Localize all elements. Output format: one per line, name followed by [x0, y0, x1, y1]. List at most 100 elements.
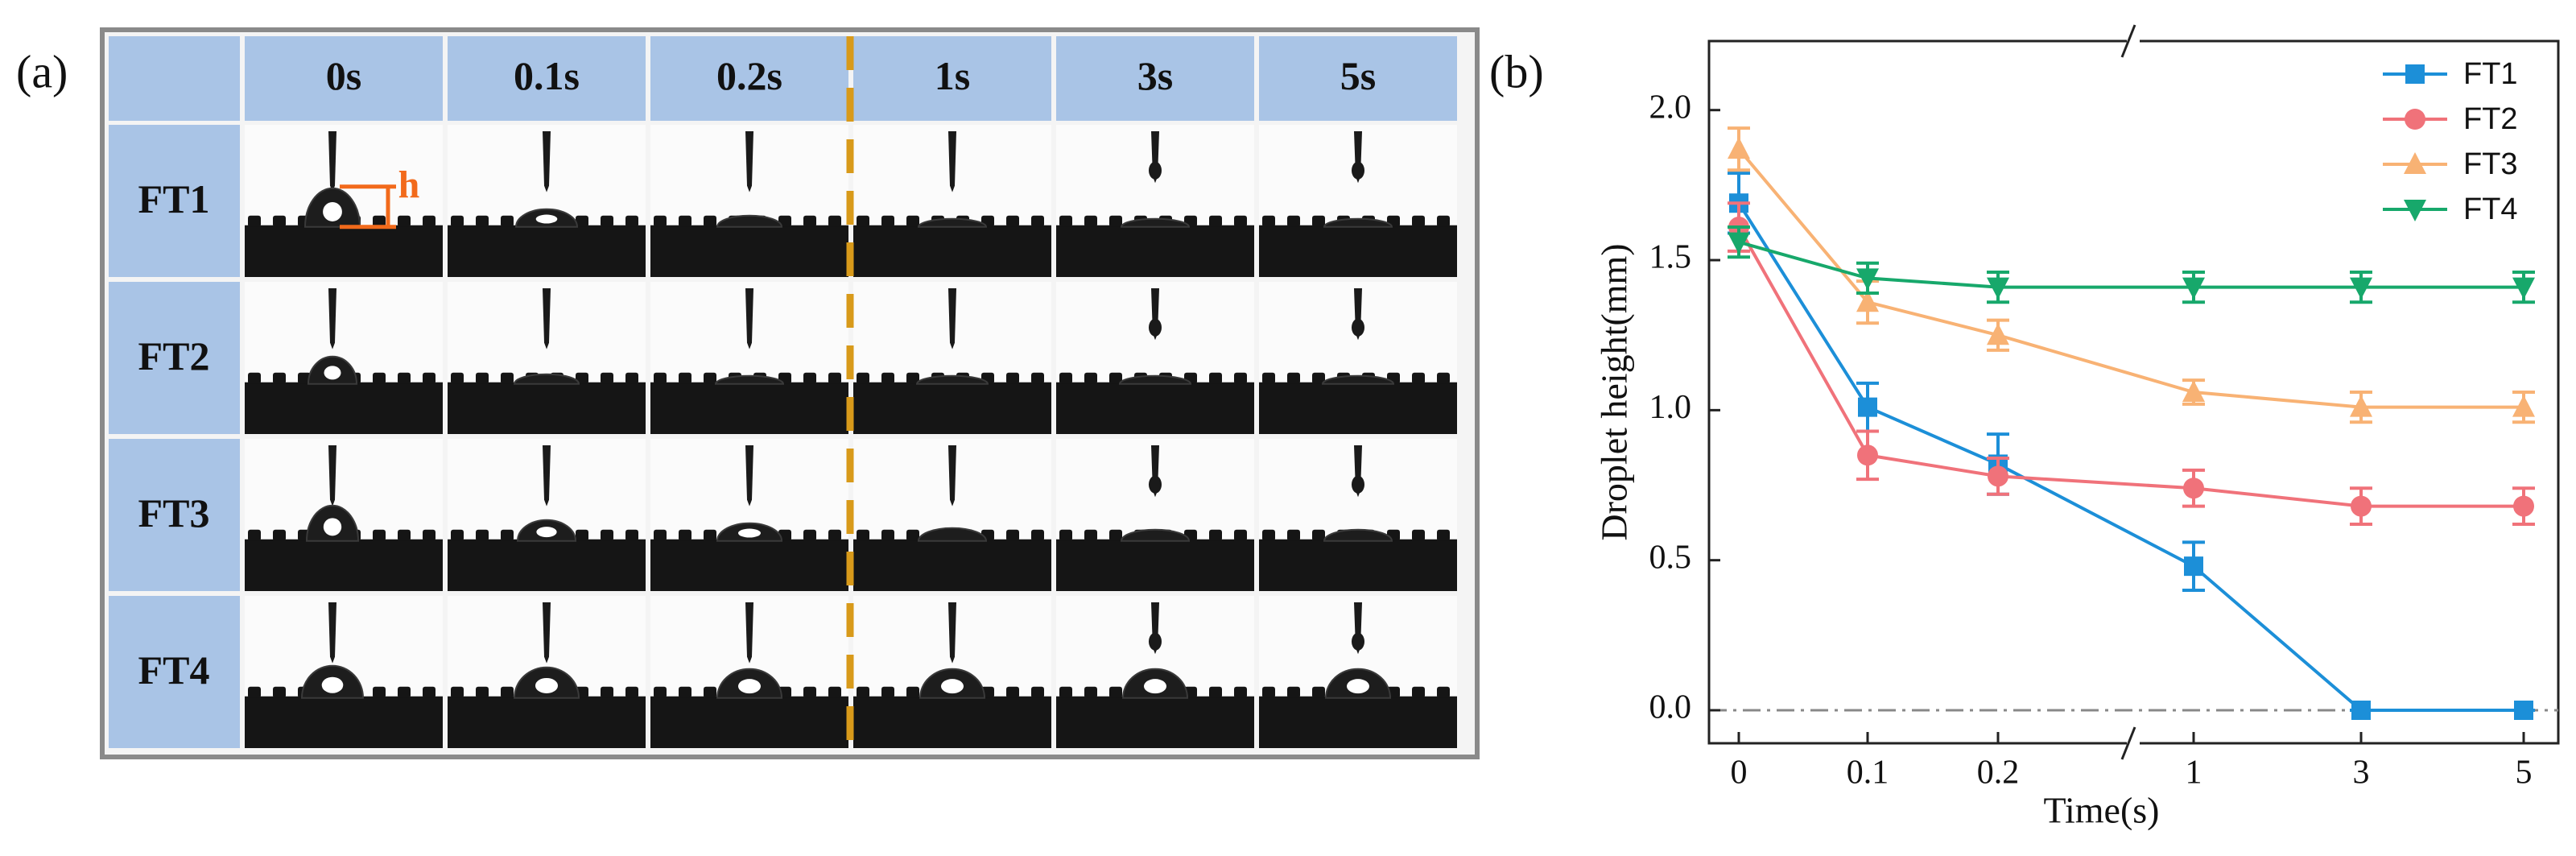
pillar: [1287, 372, 1300, 384]
substrate: [448, 539, 646, 591]
droplet-highlight: [323, 518, 342, 536]
pillar: [1312, 529, 1325, 541]
substrate: [853, 539, 1051, 591]
series: [1728, 126, 2535, 424]
pillar: [1234, 215, 1247, 227]
marker: [1857, 445, 1878, 466]
pillar: [704, 686, 716, 698]
y-tick-label: 1.5: [1649, 239, 1692, 276]
marker: [2351, 701, 2371, 721]
pillar: [654, 215, 667, 227]
pillar: [1031, 686, 1044, 698]
pillar: [476, 215, 489, 227]
marker: [1987, 323, 2009, 345]
droplet: [917, 527, 988, 542]
column-header: 5s: [1340, 53, 1376, 98]
droplet: [1321, 374, 1395, 385]
pillar: [1412, 529, 1425, 541]
marker: [1728, 137, 1750, 159]
pillar: [704, 372, 716, 384]
legend-label: FT2: [2463, 102, 2518, 136]
substrate: [448, 696, 646, 748]
marker: [2182, 277, 2205, 300]
needle: [745, 445, 753, 507]
droplet: [917, 217, 988, 228]
pillar: [1262, 372, 1275, 384]
marker: [2513, 495, 2534, 517]
droplet: [1120, 528, 1191, 542]
droplet: [915, 374, 989, 385]
pillar: [881, 372, 894, 384]
substrate: [245, 539, 443, 591]
droplet-highlight: [324, 366, 341, 380]
marker: [2182, 380, 2205, 402]
needle: [543, 288, 551, 349]
pillar: [1059, 372, 1072, 384]
x-tick-label: 0.2: [1977, 755, 2020, 792]
needle: [328, 131, 336, 192]
pillar: [601, 372, 613, 384]
marker: [2350, 277, 2372, 300]
needle-drop: [1352, 161, 1364, 180]
legend-label: FT1: [2463, 57, 2518, 91]
droplet: [1323, 528, 1393, 542]
needle-drop: [1352, 318, 1364, 337]
marker: [2404, 200, 2426, 221]
needle: [745, 288, 753, 349]
needle-drop: [1149, 475, 1162, 494]
pillar: [857, 686, 869, 698]
pillar: [601, 215, 613, 227]
pillar: [803, 686, 816, 698]
pillar: [1287, 529, 1300, 541]
axis-break: [2120, 726, 2136, 760]
pillar: [1312, 215, 1325, 227]
needle: [948, 445, 956, 507]
pillar: [625, 215, 638, 227]
needle-drop: [1352, 475, 1364, 494]
marker: [2512, 395, 2535, 417]
substrate: [853, 382, 1051, 434]
series: [1728, 201, 2535, 526]
pillar: [1234, 686, 1247, 698]
pillar: [1059, 215, 1072, 227]
needle: [328, 445, 336, 507]
header-cell: [245, 36, 443, 121]
pillar: [1412, 215, 1425, 227]
pillar: [1059, 529, 1072, 541]
pillar: [1234, 372, 1247, 384]
substrate: [448, 382, 646, 434]
pillar: [1209, 686, 1222, 698]
pillar: [828, 372, 841, 384]
pillar: [1437, 372, 1450, 384]
needle: [543, 445, 551, 507]
needle-drop: [1149, 161, 1162, 180]
pillar: [576, 529, 588, 541]
series: [1728, 225, 2535, 304]
droplet: [1323, 217, 1393, 228]
pillar: [273, 215, 286, 227]
x-tick-label: 0: [1731, 755, 1748, 792]
pillar: [451, 529, 464, 541]
pillar: [373, 529, 386, 541]
pillar: [576, 372, 588, 384]
pillar: [398, 529, 411, 541]
y-tick-label: 2.0: [1649, 89, 1692, 126]
pillar: [625, 529, 638, 541]
pillar: [1109, 529, 1122, 541]
needle: [328, 288, 336, 349]
marker: [1856, 268, 1879, 291]
pillar: [906, 372, 919, 384]
needle: [948, 131, 956, 192]
row-header: [109, 596, 240, 748]
legend-label: FT4: [2463, 192, 2518, 226]
pillar: [1084, 529, 1097, 541]
marker: [1728, 232, 1750, 254]
annotation: h: [398, 163, 420, 206]
pillar: [1006, 372, 1019, 384]
pillar: [273, 529, 286, 541]
pillar: [1209, 215, 1222, 227]
pillar: [373, 372, 386, 384]
pillar: [704, 215, 716, 227]
pillar: [1437, 529, 1450, 541]
